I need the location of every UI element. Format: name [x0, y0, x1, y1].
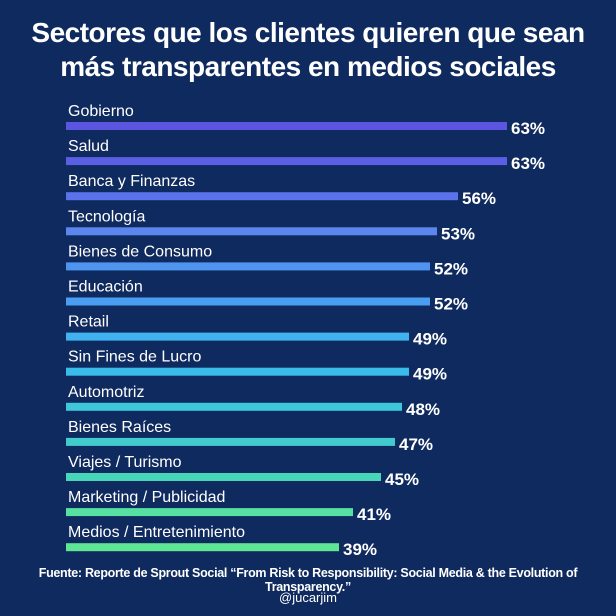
bar	[66, 297, 430, 306]
value-label: 63%	[511, 154, 545, 173]
value-label: 45%	[385, 470, 419, 489]
bar	[66, 402, 402, 411]
value-label: 56%	[462, 189, 496, 208]
category-label: Salud	[68, 138, 109, 155]
value-label: 49%	[413, 365, 447, 384]
bar	[66, 332, 409, 341]
source-note: Fuente: Reporte de Sprout Social “From R…	[38, 566, 578, 594]
value-label: 48%	[406, 400, 440, 419]
category-label: Viajes / Turismo	[68, 454, 182, 471]
category-label: Sin Fines de Lucro	[68, 349, 202, 366]
bar	[66, 192, 458, 201]
bar	[66, 543, 339, 552]
bar	[66, 367, 409, 376]
bar	[66, 508, 353, 517]
category-label: Retail	[68, 314, 109, 331]
value-label: 63%	[511, 119, 545, 138]
value-label: 53%	[441, 224, 475, 243]
category-label: Banca y Finanzas	[68, 173, 195, 190]
value-label: 41%	[357, 505, 391, 524]
bar	[66, 262, 430, 271]
category-label: Educación	[68, 279, 143, 296]
value-label: 47%	[399, 435, 433, 454]
value-label: 39%	[343, 540, 377, 559]
category-label: Tecnología	[68, 208, 145, 225]
title-line-1: Sectores que los clientes quieren que se…	[31, 17, 585, 48]
author-handle: @jucarjim	[279, 590, 337, 605]
category-label: Bienes de Consumo	[68, 243, 212, 260]
category-label: Medios / Entretenimiento	[68, 524, 245, 541]
value-label: 49%	[413, 330, 447, 349]
bar	[66, 437, 395, 446]
category-label: Bienes Raíces	[68, 419, 171, 436]
value-label: 52%	[434, 295, 468, 314]
bar	[66, 122, 507, 130]
bar	[66, 157, 507, 166]
bar	[66, 473, 381, 481]
bar	[66, 227, 437, 236]
chart-title: Sectores que los clientes quieren que se…	[0, 16, 616, 84]
category-label: Gobierno	[68, 103, 134, 120]
value-label: 52%	[434, 259, 468, 278]
category-label: Marketing / Publicidad	[68, 489, 225, 506]
title-line-2: más transparentes en medios sociales	[60, 51, 556, 82]
category-label: Automotriz	[68, 384, 144, 401]
